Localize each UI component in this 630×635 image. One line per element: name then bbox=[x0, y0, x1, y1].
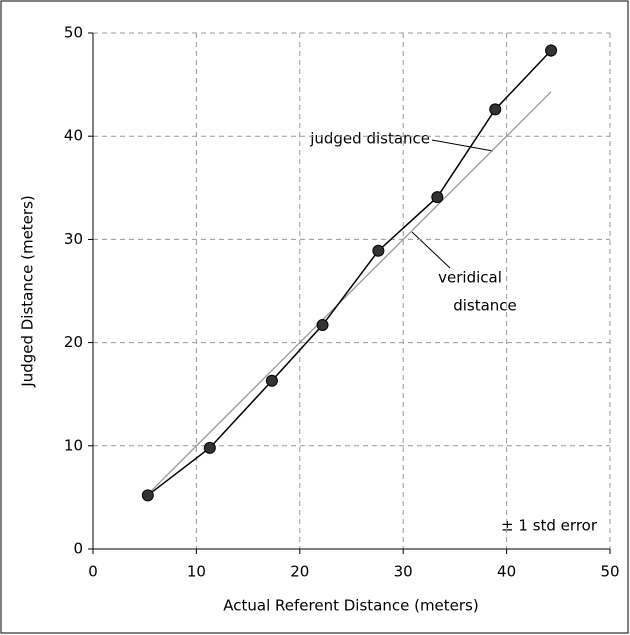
y-tick-label: 40 bbox=[64, 127, 83, 145]
leader-line bbox=[411, 231, 451, 269]
x-tick-label: 50 bbox=[600, 563, 619, 581]
series-line bbox=[147, 91, 552, 495]
x-tick-label: 10 bbox=[187, 563, 206, 581]
x-tick-label: 30 bbox=[394, 563, 413, 581]
annotation: distance bbox=[453, 297, 517, 315]
data-point bbox=[545, 44, 558, 57]
y-tick-label: 0 bbox=[73, 540, 83, 558]
data-point bbox=[203, 441, 216, 454]
data-point bbox=[265, 374, 278, 387]
series-line bbox=[147, 50, 552, 496]
annotation: ± 1 std error bbox=[501, 517, 598, 535]
x-axis-label: Actual Referent Distance (meters) bbox=[223, 597, 478, 615]
data-point bbox=[141, 489, 154, 502]
x-tick-label: 20 bbox=[290, 563, 309, 581]
x-tick-label: 0 bbox=[88, 563, 98, 581]
data-point bbox=[316, 319, 329, 332]
leader-line bbox=[431, 139, 494, 152]
y-tick-label: 50 bbox=[64, 24, 83, 42]
annotation: judged distance bbox=[309, 130, 430, 148]
y-tick-label: 10 bbox=[64, 436, 83, 454]
x-tick-label: 40 bbox=[497, 563, 516, 581]
data-point bbox=[431, 191, 444, 204]
data-point bbox=[489, 103, 502, 116]
annotation: veridical bbox=[438, 269, 502, 287]
y-tick-label: 20 bbox=[64, 333, 83, 351]
y-axis-label: Judged Distance (meters) bbox=[19, 195, 37, 387]
y-tick-label: 30 bbox=[64, 230, 83, 248]
data-point bbox=[372, 244, 385, 257]
